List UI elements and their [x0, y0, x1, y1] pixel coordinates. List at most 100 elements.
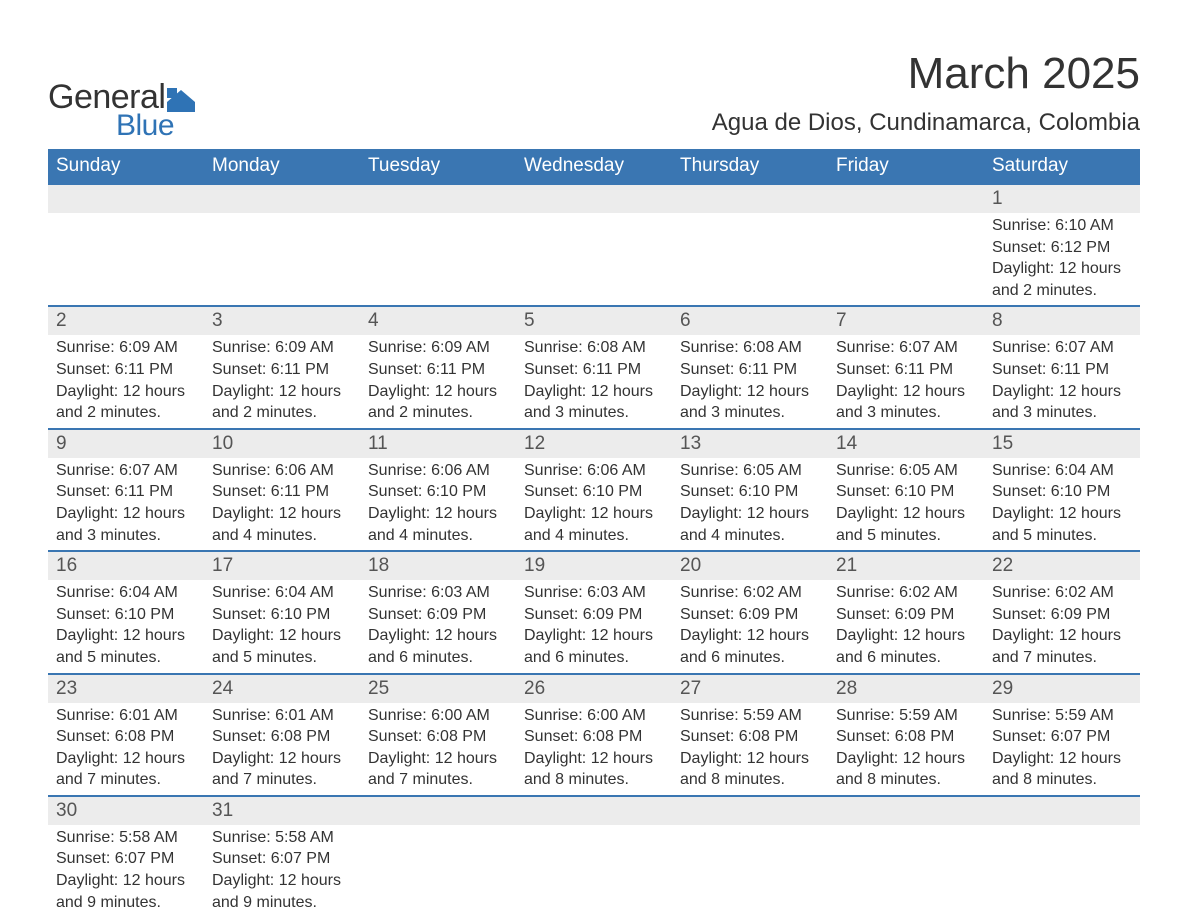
day-d1: Daylight: 12 hours	[524, 625, 664, 647]
day-sr: Sunrise: 5:59 AM	[680, 705, 820, 727]
day-detail: Sunrise: 6:01 AMSunset: 6:08 PMDaylight:…	[48, 703, 204, 795]
day-detail: Sunrise: 6:09 AMSunset: 6:11 PMDaylight:…	[360, 335, 516, 427]
day-d1: Daylight: 12 hours	[368, 381, 508, 403]
day-d1: Daylight: 12 hours	[680, 625, 820, 647]
day-d2: and 7 minutes.	[992, 647, 1132, 669]
day-detail: Sunrise: 6:02 AMSunset: 6:09 PMDaylight:…	[984, 580, 1140, 672]
day-detail: Sunrise: 5:58 AMSunset: 6:07 PMDaylight:…	[48, 825, 204, 917]
day-number-cell: 21	[828, 551, 984, 580]
empty-day-number	[828, 797, 984, 825]
day-d1: Daylight: 12 hours	[524, 748, 664, 770]
day-body-cell: Sunrise: 6:00 AMSunset: 6:08 PMDaylight:…	[360, 703, 516, 796]
day-number-cell: 1	[984, 184, 1140, 213]
day-number-cell: 31	[204, 796, 360, 825]
day-number-cell: 25	[360, 674, 516, 703]
day-body-cell: Sunrise: 6:06 AMSunset: 6:10 PMDaylight:…	[516, 458, 672, 551]
day-number: 6	[672, 307, 828, 335]
day-ss: Sunset: 6:11 PM	[212, 359, 352, 381]
day-body-cell	[48, 213, 204, 306]
day-ss: Sunset: 6:10 PM	[212, 604, 352, 626]
day-d2: and 4 minutes.	[524, 525, 664, 547]
day-number-cell	[672, 796, 828, 825]
day-detail: Sunrise: 6:06 AMSunset: 6:10 PMDaylight:…	[360, 458, 516, 550]
day-number: 21	[828, 552, 984, 580]
day-body-cell: Sunrise: 5:58 AMSunset: 6:07 PMDaylight:…	[204, 825, 360, 917]
day-ss: Sunset: 6:11 PM	[524, 359, 664, 381]
day-d2: and 9 minutes.	[56, 892, 196, 914]
day-detail: Sunrise: 5:59 AMSunset: 6:08 PMDaylight:…	[828, 703, 984, 795]
day-sr: Sunrise: 6:09 AM	[368, 337, 508, 359]
day-number-cell: 15	[984, 429, 1140, 458]
day-d2: and 2 minutes.	[368, 402, 508, 424]
day-d2: and 6 minutes.	[368, 647, 508, 669]
day-body-cell	[828, 825, 984, 917]
day-body-cell: Sunrise: 6:04 AMSunset: 6:10 PMDaylight:…	[984, 458, 1140, 551]
day-number-cell	[516, 796, 672, 825]
day-body-cell	[984, 825, 1140, 917]
day-number: 8	[984, 307, 1140, 335]
day-ss: Sunset: 6:11 PM	[212, 481, 352, 503]
day-detail: Sunrise: 6:03 AMSunset: 6:09 PMDaylight:…	[360, 580, 516, 672]
day-detail: Sunrise: 6:06 AMSunset: 6:11 PMDaylight:…	[204, 458, 360, 550]
day-ss: Sunset: 6:11 PM	[680, 359, 820, 381]
day-detail: Sunrise: 6:10 AMSunset: 6:12 PMDaylight:…	[984, 213, 1140, 305]
day-d1: Daylight: 12 hours	[680, 503, 820, 525]
day-number: 31	[204, 797, 360, 825]
day-number: 23	[48, 675, 204, 703]
day-number-cell: 7	[828, 306, 984, 335]
day-d1: Daylight: 12 hours	[212, 870, 352, 892]
day-detail: Sunrise: 6:04 AMSunset: 6:10 PMDaylight:…	[48, 580, 204, 672]
day-body-cell: Sunrise: 6:04 AMSunset: 6:10 PMDaylight:…	[204, 580, 360, 673]
day-d1: Daylight: 12 hours	[212, 381, 352, 403]
empty-day-number	[516, 185, 672, 213]
day-sr: Sunrise: 5:58 AM	[56, 827, 196, 849]
day-detail: Sunrise: 5:59 AMSunset: 6:08 PMDaylight:…	[672, 703, 828, 795]
day-detail: Sunrise: 6:00 AMSunset: 6:08 PMDaylight:…	[516, 703, 672, 795]
day-body-cell: Sunrise: 5:59 AMSunset: 6:07 PMDaylight:…	[984, 703, 1140, 796]
day-detail: Sunrise: 6:03 AMSunset: 6:09 PMDaylight:…	[516, 580, 672, 672]
day-number: 30	[48, 797, 204, 825]
day-number-cell	[828, 796, 984, 825]
day-body-cell: Sunrise: 6:09 AMSunset: 6:11 PMDaylight:…	[360, 335, 516, 428]
day-number-cell: 24	[204, 674, 360, 703]
day-number: 19	[516, 552, 672, 580]
day-detail: Sunrise: 6:06 AMSunset: 6:10 PMDaylight:…	[516, 458, 672, 550]
day-d2: and 2 minutes.	[992, 280, 1132, 302]
day-body-cell	[204, 213, 360, 306]
empty-day-number	[516, 797, 672, 825]
day-number: 26	[516, 675, 672, 703]
day-number: 1	[984, 185, 1140, 213]
day-d2: and 3 minutes.	[56, 525, 196, 547]
empty-day-body	[516, 825, 672, 831]
day-sr: Sunrise: 6:05 AM	[836, 460, 976, 482]
day-body-cell: Sunrise: 6:07 AMSunset: 6:11 PMDaylight:…	[828, 335, 984, 428]
day-number-cell: 20	[672, 551, 828, 580]
day-detail: Sunrise: 6:08 AMSunset: 6:11 PMDaylight:…	[516, 335, 672, 427]
empty-day-body	[672, 825, 828, 831]
day-sr: Sunrise: 6:08 AM	[680, 337, 820, 359]
day-body-cell	[672, 213, 828, 306]
day-ss: Sunset: 6:08 PM	[212, 726, 352, 748]
day-sr: Sunrise: 5:58 AM	[212, 827, 352, 849]
day-number: 22	[984, 552, 1140, 580]
day-d2: and 3 minutes.	[836, 402, 976, 424]
empty-day-body	[360, 213, 516, 299]
day-sr: Sunrise: 6:04 AM	[212, 582, 352, 604]
day-d2: and 5 minutes.	[212, 647, 352, 669]
day-d1: Daylight: 12 hours	[212, 748, 352, 770]
day-body-cell: Sunrise: 6:06 AMSunset: 6:11 PMDaylight:…	[204, 458, 360, 551]
day-number: 10	[204, 430, 360, 458]
day-sr: Sunrise: 6:04 AM	[992, 460, 1132, 482]
day-ss: Sunset: 6:10 PM	[680, 481, 820, 503]
day-d1: Daylight: 12 hours	[992, 748, 1132, 770]
day-number-cell	[204, 184, 360, 213]
day-number-cell	[360, 796, 516, 825]
day-ss: Sunset: 6:07 PM	[992, 726, 1132, 748]
day-detail: Sunrise: 5:58 AMSunset: 6:07 PMDaylight:…	[204, 825, 360, 917]
calendar-table: Sunday Monday Tuesday Wednesday Thursday…	[48, 149, 1140, 917]
day-body-cell: Sunrise: 6:02 AMSunset: 6:09 PMDaylight:…	[828, 580, 984, 673]
day-body-row: Sunrise: 6:01 AMSunset: 6:08 PMDaylight:…	[48, 703, 1140, 796]
day-number: 9	[48, 430, 204, 458]
title-block: March 2025 Agua de Dios, Cundinamarca, C…	[712, 49, 1140, 143]
day-sr: Sunrise: 6:07 AM	[56, 460, 196, 482]
